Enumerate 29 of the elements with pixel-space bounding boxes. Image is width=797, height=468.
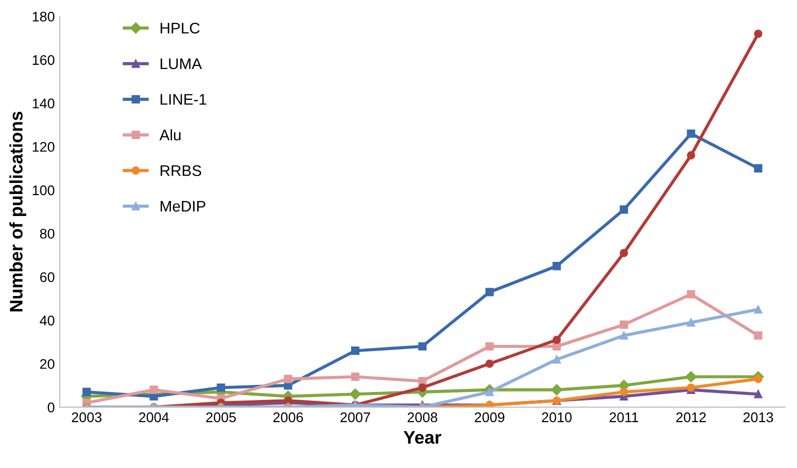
y-tick-label: 40: [40, 316, 54, 326]
legend-label: LINE-1: [160, 94, 206, 105]
x-tick-label: 2006: [273, 412, 303, 422]
y-tick-label: 20: [40, 359, 54, 369]
y-axis-title: Number of publications: [9, 112, 26, 312]
legend-label: Alu: [159, 129, 180, 140]
x-axis-title: Year: [404, 431, 442, 444]
y-tick-label: 120: [32, 142, 54, 152]
y-tick-label: 0: [48, 402, 54, 412]
legend-label: LUMA: [160, 58, 202, 70]
y-tick-label: 180: [32, 12, 54, 22]
x-tick-label: 2003: [72, 412, 102, 422]
x-tick-label: 2012: [676, 412, 706, 422]
legend-label: MeDIP: [160, 201, 206, 212]
x-tick-label: 2007: [340, 412, 370, 422]
y-tick-label: 160: [32, 55, 54, 65]
x-tick-label: 2010: [542, 412, 572, 422]
x-tick-label: 2004: [139, 412, 169, 422]
x-tick-label: 2009: [474, 412, 504, 422]
y-tick-label: 100: [32, 185, 54, 196]
y-tick-label: 140: [32, 98, 54, 108]
x-tick-label: 2008: [408, 412, 438, 422]
legend-label: RRBS: [160, 165, 202, 176]
x-tick-label: 2011: [610, 412, 638, 422]
legend-label: HPLC: [160, 22, 200, 34]
x-tick-label: 2005: [206, 412, 236, 422]
x-tick-label: 2013: [743, 412, 774, 422]
y-tick-label: 80: [40, 228, 54, 239]
y-tick-label: 60: [40, 272, 54, 282]
